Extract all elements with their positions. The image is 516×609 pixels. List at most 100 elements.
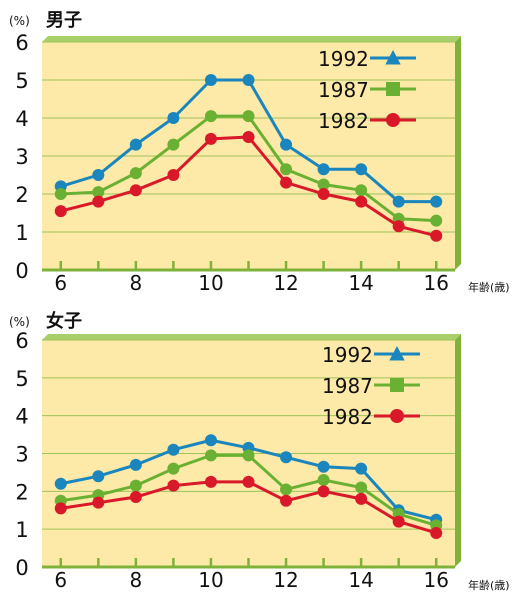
legend-label: 1987 <box>322 374 373 398</box>
data-point-1992 <box>242 74 255 86</box>
y-tick-label: 0 <box>15 259 28 283</box>
x-tick-label: 16 <box>424 271 449 295</box>
y-unit-label: (%) <box>9 14 30 28</box>
data-point-1982 <box>317 188 330 200</box>
legend-label: 1982 <box>318 109 369 133</box>
data-point-1982 <box>129 491 142 504</box>
data-point-1992 <box>129 138 142 151</box>
legend-marker-square <box>390 378 404 392</box>
data-point-1992 <box>92 470 105 483</box>
legend-label: 1992 <box>318 47 369 71</box>
x-axis-label: 年齢(歳) <box>468 578 510 592</box>
data-point-1982 <box>430 229 443 242</box>
x-tick-label: 14 <box>348 568 373 592</box>
data-point-1987 <box>54 188 67 200</box>
data-point-1992 <box>280 451 293 464</box>
chart-frame-top <box>42 334 461 340</box>
data-point-1992 <box>355 163 368 176</box>
data-point-1992 <box>317 460 330 473</box>
y-tick-label: 2 <box>15 480 28 504</box>
data-point-1987 <box>355 184 368 197</box>
data-point-1992 <box>355 462 368 475</box>
x-tick-label: 8 <box>129 271 142 295</box>
data-point-1982 <box>392 220 405 233</box>
x-tick-label: 10 <box>198 568 223 592</box>
data-point-1982 <box>167 169 180 181</box>
x-tick-label: 6 <box>54 568 67 592</box>
y-tick-label: 1 <box>15 518 28 542</box>
chart-frame-side <box>455 334 461 567</box>
data-point-1982 <box>92 195 105 208</box>
data-point-1987 <box>317 178 330 191</box>
y-tick-label: 3 <box>15 443 28 467</box>
y-tick-label: 4 <box>15 405 28 429</box>
y-tick-label: 6 <box>15 31 28 55</box>
data-point-1982 <box>242 475 255 488</box>
legend-label: 1992 <box>322 343 373 367</box>
data-point-1992 <box>92 169 105 181</box>
legend-marker-square <box>386 82 400 96</box>
data-point-1982 <box>430 526 443 539</box>
data-point-1982 <box>54 205 67 218</box>
data-point-1992 <box>167 443 180 456</box>
x-tick-label: 16 <box>424 568 449 592</box>
chart-frame-top <box>42 36 461 42</box>
data-point-1982 <box>317 485 330 498</box>
data-point-1992 <box>280 138 293 151</box>
data-point-1987 <box>167 138 180 151</box>
legend: 1992 1987 1982 <box>318 47 416 133</box>
data-point-1992 <box>204 434 217 447</box>
data-point-1982 <box>242 131 255 143</box>
data-point-1992 <box>317 163 330 176</box>
data-point-1992 <box>392 195 405 208</box>
data-point-1982 <box>392 515 405 528</box>
data-point-1992 <box>204 74 217 86</box>
data-point-1992 <box>129 458 142 471</box>
data-point-1987 <box>129 167 142 180</box>
chart-title: 女子 <box>46 310 82 332</box>
data-point-1987 <box>242 110 255 123</box>
data-point-1987 <box>355 481 368 494</box>
x-tick-label: 10 <box>198 271 223 295</box>
y-tick-label: 6 <box>15 329 28 353</box>
legend: 1992 1987 1982 <box>322 343 420 429</box>
data-point-1992 <box>167 112 180 124</box>
x-tick-label: 14 <box>348 271 373 295</box>
x-tick-label: 12 <box>273 271 298 295</box>
x-axis-label: 年齢(歳) <box>468 280 510 294</box>
data-point-1987 <box>167 462 180 475</box>
legend-label: 1987 <box>318 78 369 102</box>
data-point-1982 <box>204 132 217 145</box>
y-tick-label: 3 <box>15 145 28 169</box>
data-point-1982 <box>355 195 368 208</box>
data-point-1982 <box>280 176 293 189</box>
data-point-1987 <box>280 483 293 496</box>
y-tick-label: 4 <box>15 107 28 131</box>
data-point-1987 <box>204 110 217 123</box>
data-point-1982 <box>204 475 217 488</box>
data-point-1987 <box>204 449 217 462</box>
y-tick-label: 5 <box>15 367 28 391</box>
data-point-1992 <box>430 195 443 208</box>
data-point-1982 <box>280 494 293 507</box>
data-point-1987 <box>92 186 105 199</box>
chart-title: 男子 <box>46 10 82 31</box>
data-point-1987 <box>129 479 142 492</box>
data-point-1992 <box>54 477 67 490</box>
x-tick-label: 8 <box>129 568 142 592</box>
y-tick-label: 1 <box>15 221 28 245</box>
legend-marker-circle <box>390 409 404 423</box>
legend-marker-triangle <box>389 345 405 361</box>
data-point-1982 <box>54 502 67 515</box>
data-point-1982 <box>129 184 142 197</box>
y-tick-label: 2 <box>15 183 28 207</box>
x-tick-label: 12 <box>273 568 298 592</box>
data-point-1987 <box>430 214 443 227</box>
chart-frame-side <box>455 36 461 270</box>
legend-marker-circle <box>386 113 400 127</box>
data-point-1987 <box>280 163 293 176</box>
y-tick-label: 0 <box>15 556 28 580</box>
